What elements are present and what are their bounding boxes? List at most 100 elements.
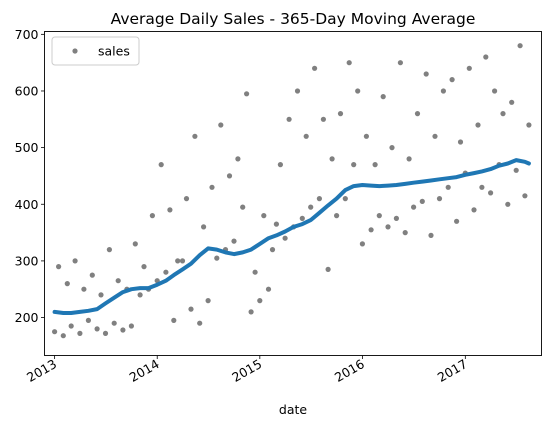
data-point (500, 111, 505, 116)
data-point (526, 122, 531, 127)
data-point (287, 117, 292, 122)
data-point (270, 247, 275, 252)
data-point (206, 298, 211, 303)
data-point (167, 207, 172, 212)
data-point (428, 233, 433, 238)
data-point (171, 318, 176, 323)
data-point (454, 219, 459, 224)
data-point (52, 329, 57, 334)
data-point (180, 258, 185, 263)
data-point (514, 168, 519, 173)
data-point (522, 193, 527, 198)
data-point (492, 88, 497, 93)
data-point (411, 205, 416, 210)
data-point (343, 196, 348, 201)
data-point (227, 173, 232, 178)
data-point (98, 292, 103, 297)
data-point (107, 247, 112, 252)
data-point (364, 134, 369, 139)
data-point (244, 91, 249, 96)
y-tick-label: 500 (15, 140, 39, 155)
data-point (61, 333, 66, 338)
data-point (432, 134, 437, 139)
data-point (184, 196, 189, 201)
data-point (334, 213, 339, 218)
data-point (95, 326, 100, 331)
data-point (394, 216, 399, 221)
data-point (141, 264, 146, 269)
data-point (446, 185, 451, 190)
data-point (471, 207, 476, 212)
data-point (56, 264, 61, 269)
data-point (192, 134, 197, 139)
data-point (377, 213, 382, 218)
data-point (103, 331, 108, 336)
data-point (69, 323, 74, 328)
data-point (133, 241, 138, 246)
data-point (360, 241, 365, 246)
data-point (509, 100, 514, 105)
data-point (347, 60, 352, 65)
data-point (308, 205, 313, 210)
data-point (90, 273, 95, 278)
data-point (295, 88, 300, 93)
data-point (450, 77, 455, 82)
data-point (159, 162, 164, 167)
data-point (214, 256, 219, 261)
data-point (266, 287, 271, 292)
y-tick-label: 400 (15, 197, 39, 212)
data-point (475, 122, 480, 127)
data-point (261, 213, 266, 218)
data-point (304, 134, 309, 139)
data-point (73, 258, 78, 263)
y-tick-label: 600 (15, 83, 39, 98)
data-point (385, 224, 390, 229)
data-point (415, 111, 420, 116)
data-point (116, 278, 121, 283)
data-point (120, 327, 125, 332)
data-point (81, 287, 86, 292)
data-point (407, 156, 412, 161)
legend-label-sales: sales (98, 44, 130, 59)
data-point (326, 267, 331, 272)
data-point (201, 224, 206, 229)
data-point (283, 236, 288, 241)
data-point (278, 162, 283, 167)
data-point (369, 227, 374, 232)
data-point (175, 258, 180, 263)
data-point (441, 88, 446, 93)
data-point (257, 298, 262, 303)
data-point (129, 323, 134, 328)
data-point (355, 88, 360, 93)
data-point (420, 199, 425, 204)
data-point (505, 202, 510, 207)
data-point (150, 213, 155, 218)
data-point (65, 281, 70, 286)
chart-title: Average Daily Sales - 365-Day Moving Ave… (111, 10, 476, 28)
data-point (274, 222, 279, 227)
data-point (458, 139, 463, 144)
data-point (197, 321, 202, 326)
data-point (317, 196, 322, 201)
data-point (249, 309, 254, 314)
data-point (403, 230, 408, 235)
x-axis-label: date (279, 402, 307, 417)
data-point (467, 66, 472, 71)
data-point (321, 117, 326, 122)
data-point (479, 185, 484, 190)
data-point (240, 205, 245, 210)
data-point (77, 331, 82, 336)
data-point (518, 43, 523, 48)
data-point (312, 66, 317, 71)
y-tick-label: 700 (15, 27, 39, 42)
data-point (381, 94, 386, 99)
data-point (231, 239, 236, 244)
data-point (351, 162, 356, 167)
data-point (338, 111, 343, 116)
legend: sales (52, 37, 139, 65)
data-point (188, 307, 193, 312)
data-point (373, 162, 378, 167)
y-tick-label: 200 (15, 310, 39, 325)
legend-marker-sales (72, 48, 77, 53)
